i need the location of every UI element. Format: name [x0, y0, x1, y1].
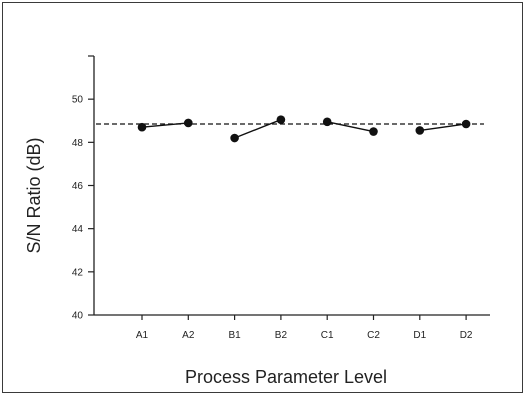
data-points [137, 115, 471, 143]
y-tick-label: 42 [72, 267, 84, 278]
series-segment-c [327, 121, 374, 133]
x-tick-label-b2: B2 [275, 330, 288, 341]
y-ticks: 40 42 44 46 48 50 [72, 55, 94, 322]
series-segment-b [234, 119, 282, 139]
y-tick-label: 40 [72, 311, 84, 322]
series-lines [141, 119, 467, 139]
data-point-d2 [461, 119, 471, 129]
series-segment-a [141, 122, 189, 128]
x-tick-label-c1: C1 [321, 330, 334, 341]
chart-frame [2, 2, 523, 393]
y-axis-title: S/N Ratio (dB) [24, 137, 44, 253]
y-tick-label: 46 [72, 181, 84, 192]
x-tick-label-a1: A1 [136, 330, 149, 341]
data-point-b1 [230, 133, 239, 143]
data-point-d1 [415, 126, 425, 135]
data-point-c2 [369, 127, 378, 136]
x-tick-label-b1: B1 [228, 330, 241, 341]
y-tick-label: 50 [72, 95, 84, 106]
data-point-c1 [322, 117, 332, 127]
data-point-b2 [276, 115, 286, 124]
series-segment-d [419, 123, 467, 132]
data-point-a1 [137, 122, 147, 132]
x-tick-label-d2: D2 [460, 330, 473, 341]
x-axis-title: Process Parameter Level [185, 367, 387, 387]
y-tick-label: 44 [72, 224, 84, 235]
data-point-a2 [184, 118, 193, 128]
x-tick-label-c2: C2 [367, 330, 380, 341]
x-ticks: A1 A2 B1 B2 C1 C2 D1 D2 [136, 315, 473, 341]
x-tick-label-a2: A2 [182, 330, 195, 341]
axes [93, 56, 490, 316]
x-tick-label-d1: D1 [413, 330, 426, 341]
y-tick-label: 48 [72, 138, 84, 149]
